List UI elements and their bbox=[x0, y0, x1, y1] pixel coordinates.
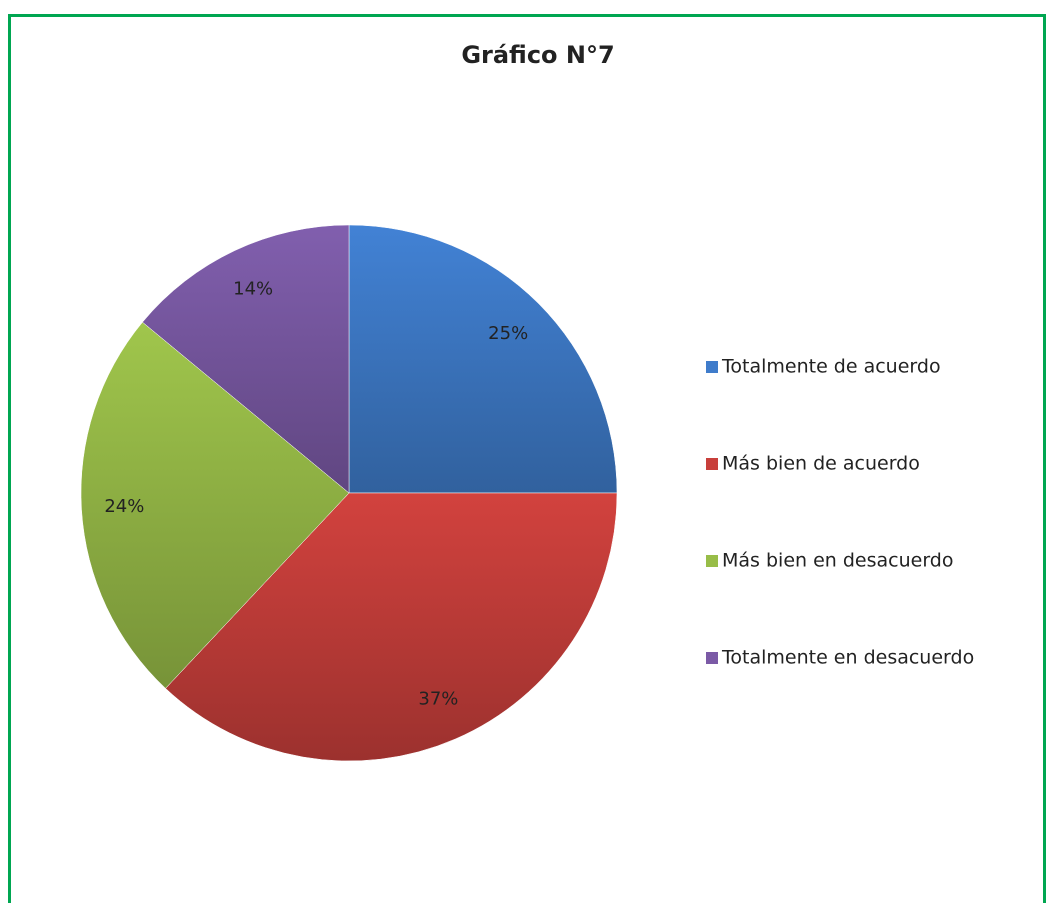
chart-title: Gráfico N°7 bbox=[461, 41, 614, 69]
legend-swatch bbox=[706, 361, 718, 373]
data-label: 24% bbox=[104, 496, 144, 517]
legend-swatch bbox=[706, 458, 718, 470]
legend-label: Totalmente de acuerdo bbox=[721, 356, 941, 378]
legend-swatch bbox=[706, 652, 718, 664]
pie-slice bbox=[165, 492, 618, 762]
data-label: 37% bbox=[418, 689, 458, 710]
pie-slice bbox=[142, 224, 350, 494]
pie-slice bbox=[80, 321, 350, 689]
legend-label: Más bien de acuerdo bbox=[722, 453, 920, 475]
legend-swatch bbox=[706, 555, 718, 567]
legend-label: Más bien en desacuerdo bbox=[722, 550, 954, 572]
data-label: 14% bbox=[233, 278, 273, 299]
data-label: 25% bbox=[488, 323, 528, 344]
pie-slice bbox=[348, 224, 618, 494]
legend-label: Totalmente en desacuerdo bbox=[721, 647, 974, 669]
